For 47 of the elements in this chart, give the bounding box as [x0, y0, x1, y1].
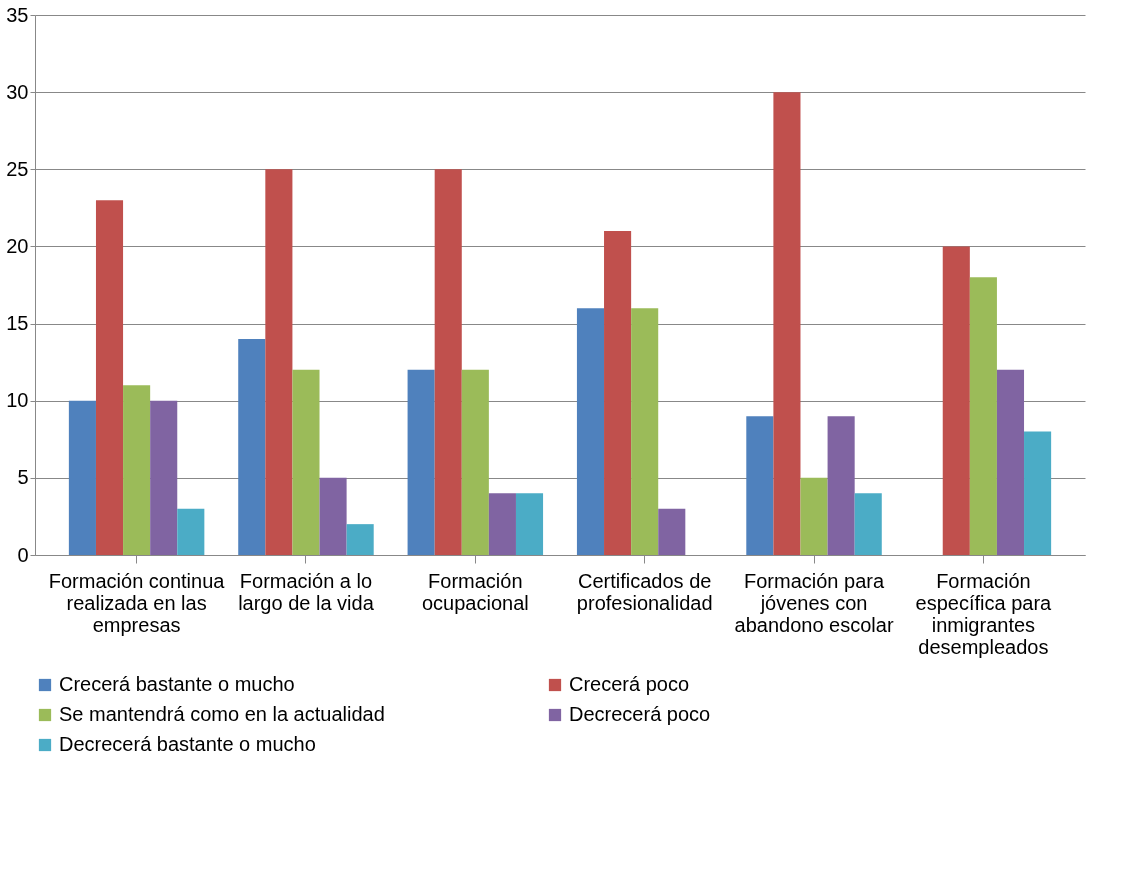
bar	[969, 277, 997, 555]
bar	[177, 508, 205, 555]
bar	[95, 200, 124, 555]
bar	[576, 308, 605, 555]
bar	[942, 246, 970, 555]
bar	[150, 400, 178, 555]
bar	[631, 308, 659, 555]
bar	[488, 493, 516, 555]
bar	[265, 169, 293, 555]
bar	[434, 169, 462, 555]
y-tick-label: 15	[6, 312, 29, 335]
bar	[658, 508, 686, 555]
y-tick-label: 20	[6, 234, 29, 257]
bar	[292, 369, 320, 555]
y-tick-label: 30	[6, 80, 29, 103]
bar	[1024, 431, 1052, 555]
legend-label: Crecerá bastante o mucho	[59, 673, 295, 695]
bar	[461, 369, 489, 555]
bar	[800, 477, 828, 555]
bar	[123, 385, 151, 555]
legend-label: Decrecerá poco	[569, 703, 711, 725]
x-tick-label: Certificados de profesionalidad	[576, 569, 713, 614]
x-tick-label: Formación específica para inmigrantes desempleados	[915, 569, 1053, 658]
y-tick-label: 25	[6, 157, 29, 180]
x-tick-label: Formación a lo largo de la vida	[238, 569, 375, 614]
bar	[407, 369, 435, 555]
bar	[854, 493, 882, 555]
bar	[515, 493, 544, 555]
x-tick-label: Formación para jóvenes con abandono escolar	[734, 569, 894, 636]
legend-label: Decrecerá bastante o mucho	[59, 733, 316, 755]
y-tick-label: 5	[17, 466, 29, 489]
y-tick-label: 0	[17, 543, 29, 566]
legend-label: Se mantendrá como en la actualidad	[59, 703, 385, 725]
bar	[996, 369, 1025, 555]
bar	[746, 416, 774, 555]
bar	[773, 92, 801, 555]
legend-label: Crecerá poco	[569, 673, 690, 695]
x-tick-label: Formación ocupacional	[421, 569, 529, 614]
bar	[238, 339, 266, 555]
bar	[319, 477, 347, 555]
bar	[827, 416, 855, 555]
bar	[346, 524, 374, 555]
y-tick-label: 10	[6, 389, 29, 412]
x-tick-label: Formación continua realizada en las empresas	[48, 569, 226, 636]
bar	[604, 231, 632, 555]
bar	[68, 400, 96, 555]
y-tick-label: 35	[6, 3, 29, 26]
